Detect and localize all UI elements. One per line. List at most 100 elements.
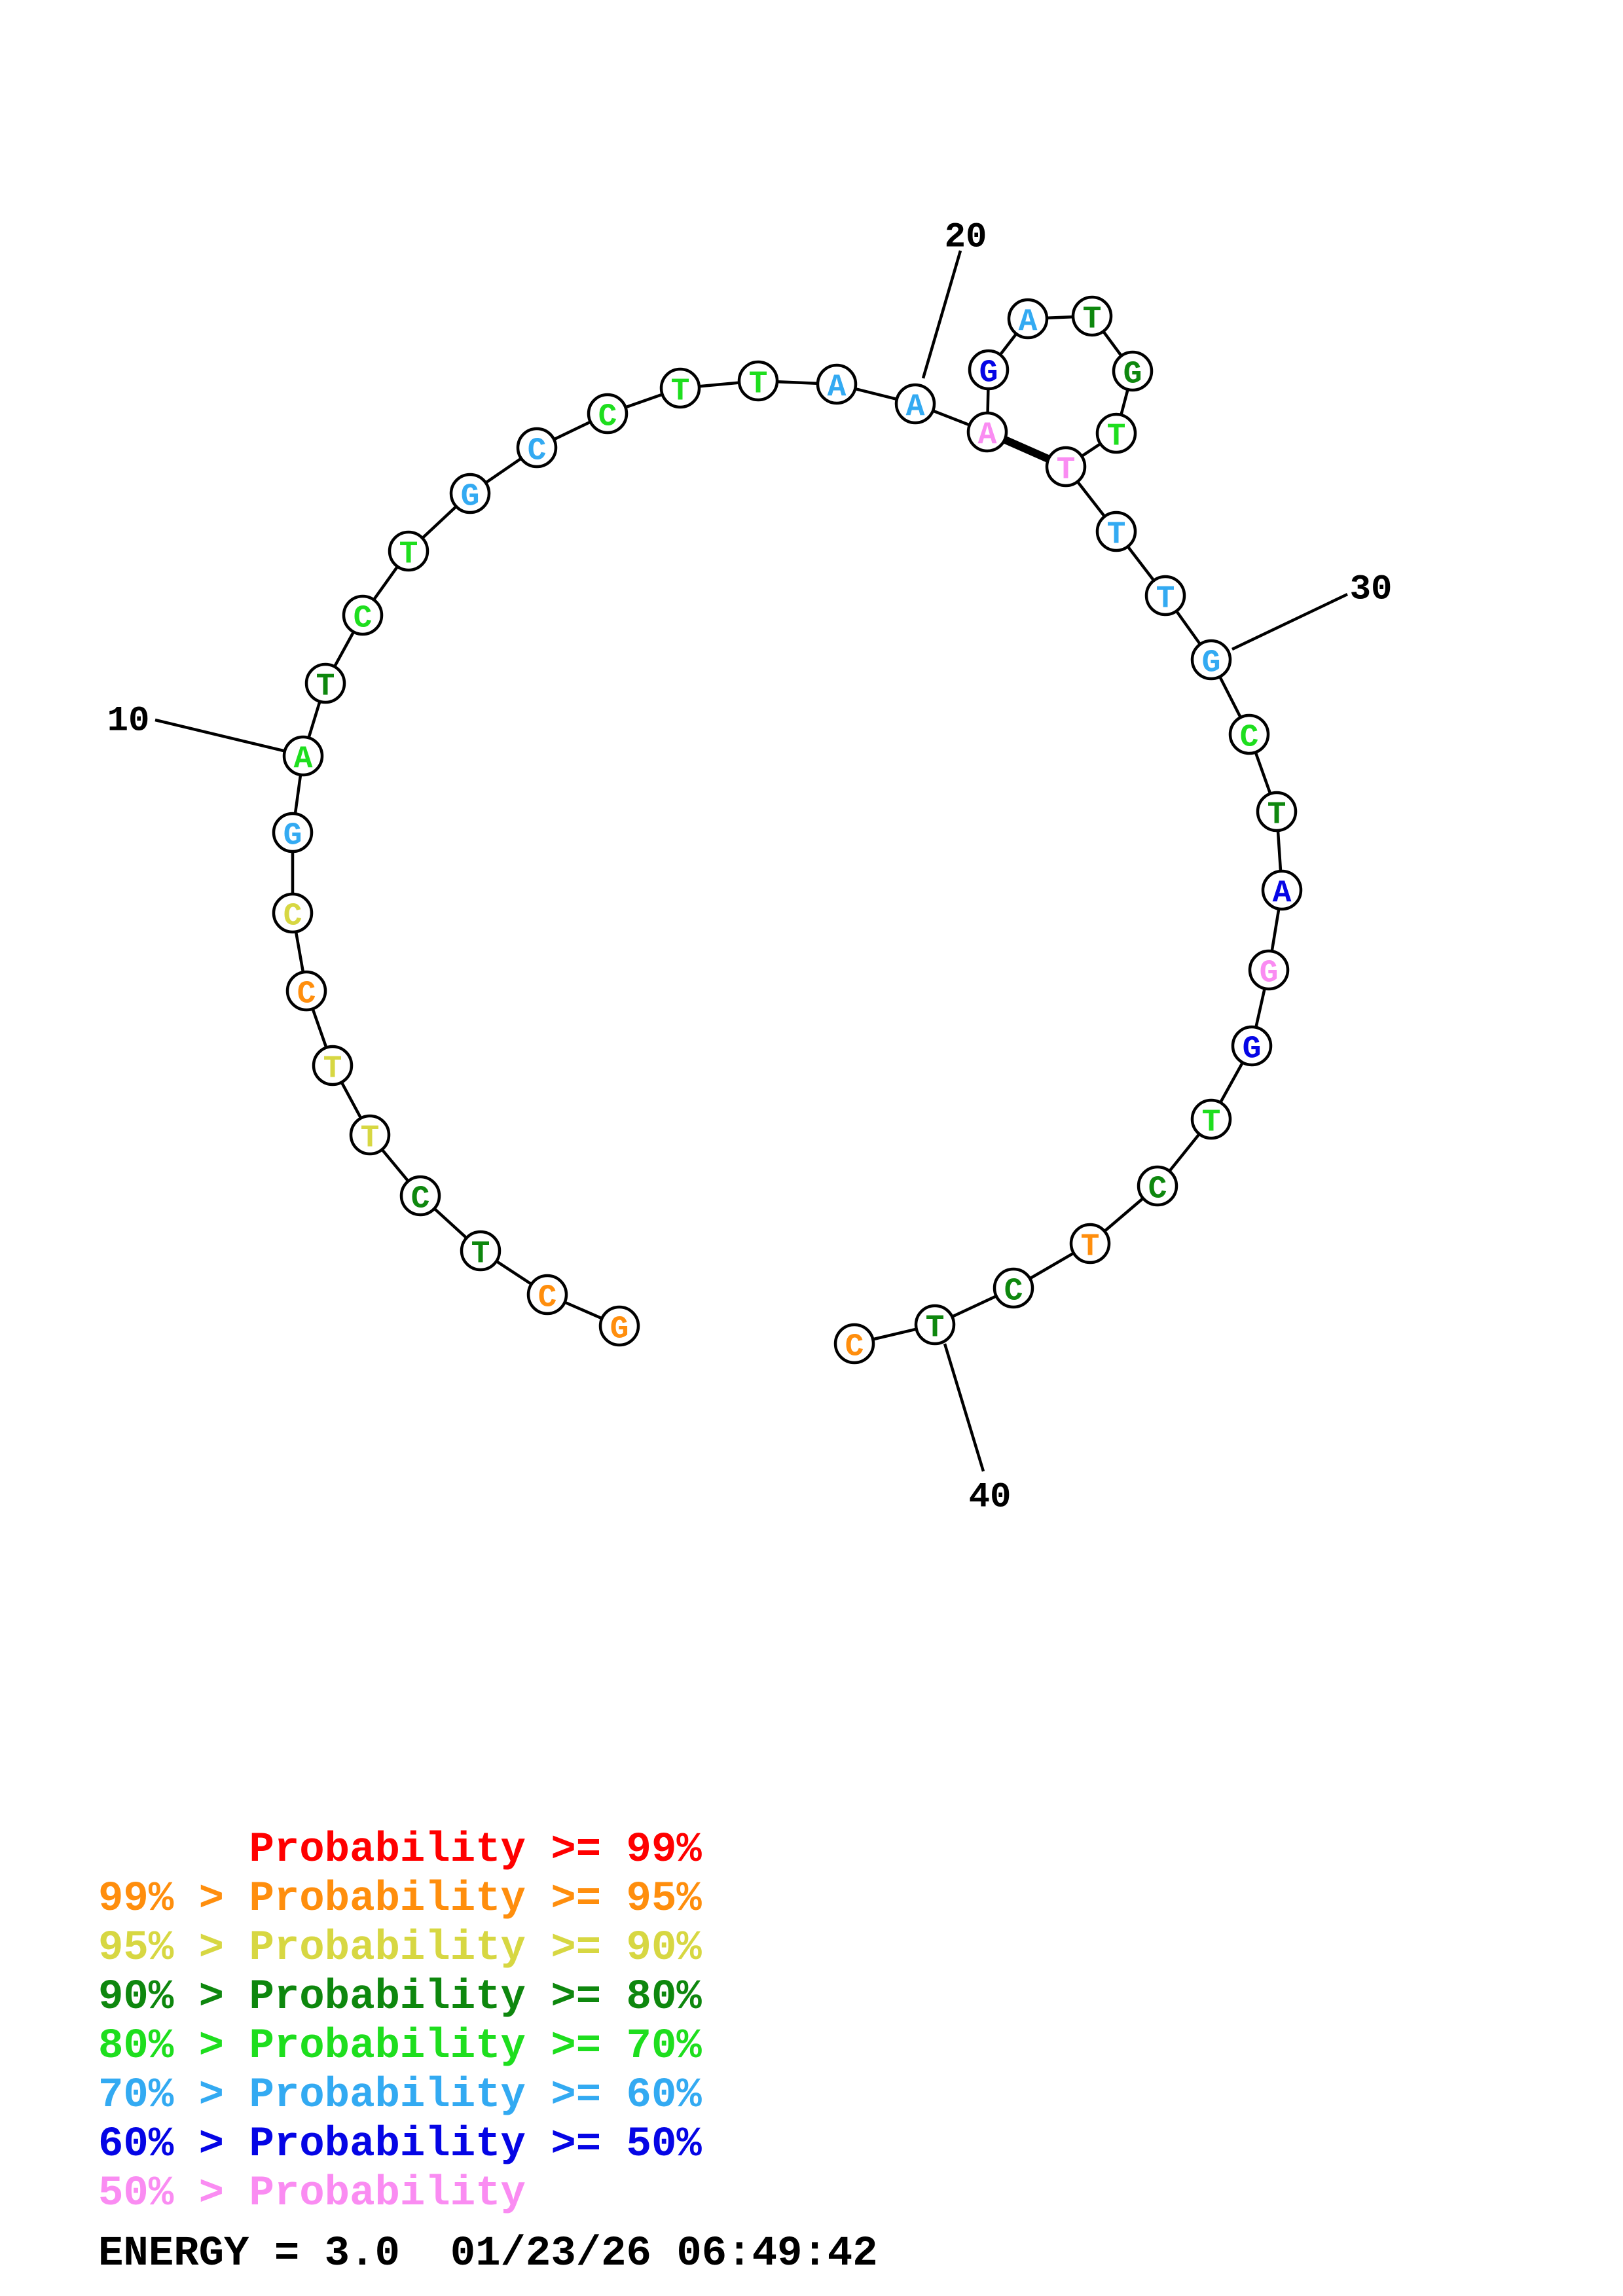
nucleotide-39-C: C [993,1267,1034,1309]
nucleotide-24-T: T [1071,295,1113,337]
nucleotide-circle [1261,869,1303,911]
energy-footer: ENERGY = 3.0 01/23/26 06:49:42 [98,2231,878,2278]
nucleotide-circle [312,1045,354,1086]
nucleotide-41-C: C [833,1323,875,1365]
nucleotide-circle [526,1274,568,1316]
nucleotide-32-T: T [1256,791,1298,833]
nucleotide-19-A: A [816,363,858,405]
nucleotide-letter: G [283,818,302,853]
nucleotide-21-A: A [966,411,1008,453]
nucleotide-letter: C [1240,720,1259,755]
position-label-line-20 [921,250,962,379]
nucleotide-37-C: C [1137,1165,1178,1207]
nucleotide-letter: T [1057,452,1076,488]
nucleotide-circle [737,360,779,402]
nucleotide-circle [966,411,1008,453]
nucleotide-circle [1248,949,1290,991]
nucleotide-circle [894,383,936,425]
nucleotide-9-G: G [272,812,314,853]
nucleotide-circle [1095,511,1137,552]
nucleotide-letter: T [1081,1229,1100,1265]
nucleotide-letter: T [671,374,690,409]
nucleotide-7-C: C [285,970,327,1012]
nucleotide-18-T: T [737,360,779,402]
nucleotide-circle [516,427,558,469]
nucleotide-letter: C [598,399,617,435]
nucleotide-circle [1228,713,1270,755]
nucleotide-17-T: T [659,367,701,409]
nucleotide-letter: A [828,370,847,405]
nucleotide-letter: G [1260,956,1279,991]
nucleotide-circle [1256,791,1298,833]
nucleotide-11-T: T [304,662,346,704]
nucleotide-letter: C [1004,1274,1023,1309]
nucleotide-40-T: T [914,1304,956,1346]
nucleotide-letter: C [528,433,547,469]
nucleotide-circle [659,367,701,409]
position-label-line-30 [1231,592,1348,651]
nucleotide-27-T: T [1045,446,1087,488]
nucleotide-12-C: C [342,594,384,636]
nucleotide-circle [285,970,327,1012]
nucleotide-15-C: C [516,427,558,469]
nucleotide-circle [342,594,384,636]
nucleotide-letter: T [1107,419,1126,454]
nucleotide-circle [304,662,346,704]
nucleotide-31-C: C [1228,713,1270,755]
nucleotide-30-G: G [1190,639,1232,681]
nucleotide-2-C: C [526,1274,568,1316]
nucleotide-letter: G [1123,357,1142,392]
legend-row-2: 99% > Probability >= 95% [98,1876,702,1923]
nucleotide-33-A: A [1261,869,1303,911]
nucleotide-letter: A [978,418,997,453]
nucleotide-circle [388,530,429,572]
nucleotide-6-T: T [312,1045,354,1086]
nucleotide-letter: G [461,479,480,514]
nucleotide-letter: C [411,1181,430,1217]
nucleotide-letter: T [749,367,768,402]
position-label-line-40 [943,1343,985,1472]
nucleotide-letter: G [1243,1031,1262,1067]
nucleotide-1-G: G [598,1305,640,1347]
nucleotide-circle [1112,350,1154,392]
nucleotide-letter: T [1267,797,1286,833]
nucleotide-5-T: T [349,1114,391,1156]
nucleotide-29-T: T [1144,575,1186,617]
nucleotide-letter: T [1107,517,1126,552]
nucleotide-letter: T [926,1310,945,1346]
legend-row-5: 80% > Probability >= 70% [98,2023,702,2070]
nucleotide-letter: C [538,1280,557,1316]
nucleotide-circle [349,1114,391,1156]
position-label-30: 30 [1350,569,1393,609]
nucleotide-20-A: A [894,383,936,425]
nucleotide-16-C: C [587,393,629,435]
nucleotide-circle [272,812,314,853]
nucleotide-letter: C [1148,1172,1167,1207]
nucleotide-10-A: A [282,735,324,777]
nucleotide-letter: A [1273,876,1292,911]
nucleotide-23-A: A [1007,298,1049,340]
nucleotide-14-G: G [449,473,491,514]
nucleotide-circle [833,1323,875,1365]
nucleotide-circle [1190,639,1232,681]
nucleotide-letter: A [1019,304,1038,340]
nucleotide-26-T: T [1095,412,1137,454]
nucleotide-circle [1095,412,1137,454]
nucleotide-letter: A [906,389,925,425]
nucleotide-38-T: T [1069,1223,1111,1265]
nucleotide-circle [1071,295,1113,337]
nucleotide-letter: G [610,1312,629,1347]
nucleotide-circle [1007,298,1049,340]
legend-row-4: 90% > Probability >= 80% [98,1974,702,2021]
nucleotide-25-G: G [1112,350,1154,392]
nucleotide-circle [460,1230,501,1272]
nucleotide-letter: C [297,977,316,1012]
nucleotide-letter: T [1083,302,1102,337]
nucleotide-letter: G [979,355,998,391]
nucleotide-letter: T [323,1051,342,1086]
nucleotide-36-T: T [1190,1098,1232,1140]
nucleotide-circle [272,892,314,934]
nucleotide-circle [598,1305,640,1347]
nucleotide-letter: T [1202,1105,1221,1140]
